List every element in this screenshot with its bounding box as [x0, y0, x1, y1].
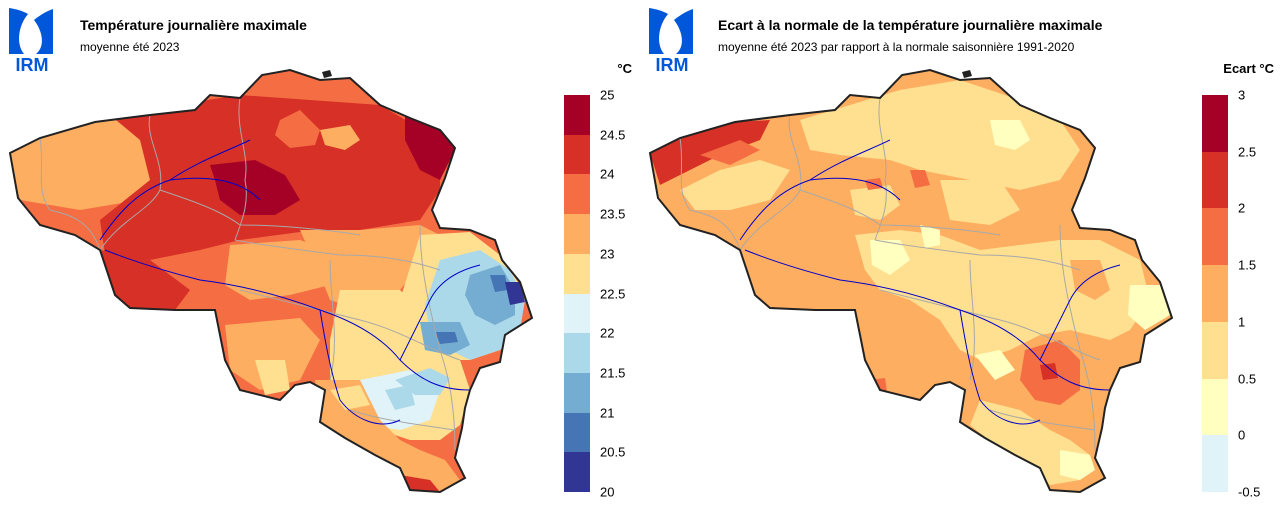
panel-temperature-anomaly: IRM Ecart à la normale de la température… — [640, 0, 1280, 507]
color-legend: 25 24.5 24 23.5 23 22.5 22 21.5 21 20.5 20 — [564, 88, 625, 500]
province-boundaries — [39, 97, 461, 451]
legend-tick-label: 23 — [600, 246, 615, 262]
legend-bin — [1202, 95, 1228, 153]
legend-tick-label: 0.5 — [1238, 371, 1257, 387]
legend-tick-label: 2.5 — [1238, 144, 1257, 160]
legend-tick-label: 24.5 — [600, 127, 626, 143]
legend-bin — [564, 214, 590, 255]
legend-tick-label: 3 — [1238, 87, 1246, 103]
map-title: Température journalière maximale — [80, 17, 307, 33]
legend-bin — [564, 174, 590, 215]
belgium-temperature-map — [8, 68, 534, 494]
legend-unit: Ecart °C — [1223, 61, 1274, 76]
color-legend: 3 2.5 2 1.5 1 0.5 0 -0.5 — [1202, 88, 1260, 500]
legend-tick-label: 20 — [600, 484, 615, 500]
legend-bin — [1202, 435, 1228, 493]
panel-temperature-max: IRM Température journalière maximale moy… — [8, 8, 632, 500]
region-north-center — [800, 80, 1080, 190]
legend-bin — [564, 452, 590, 493]
legend-tick-label: 20.5 — [600, 444, 626, 460]
province-boundaries — [679, 97, 1101, 451]
legend-tick-label: 25 — [600, 87, 615, 103]
legend-tick-label: 1 — [1238, 314, 1246, 330]
belgium-anomaly-map — [648, 68, 1174, 494]
river-network — [99, 139, 481, 425]
legend-bin — [564, 134, 590, 175]
legend-tick-label: 1.5 — [1238, 257, 1257, 273]
legend-bin — [564, 293, 590, 334]
legend-bin — [564, 412, 590, 453]
legend-tick-label: 23.5 — [600, 206, 626, 222]
irm-logo: IRM — [649, 8, 693, 72]
region-west-coast — [10, 115, 180, 210]
legend-bin — [1202, 378, 1228, 436]
legend-tick-label: 2 — [1238, 200, 1246, 216]
legend-tick-label: 21 — [600, 405, 615, 421]
irm-logo-text: IRM — [16, 55, 49, 72]
legend-bin — [1202, 151, 1228, 209]
belgium-border — [648, 68, 1174, 494]
legend-unit: °C — [617, 61, 632, 76]
legend-bin — [564, 333, 590, 374]
legend-tick-label: 22.5 — [600, 286, 626, 301]
baarle-enclave — [322, 70, 332, 78]
legend-tick-label: 21.5 — [600, 365, 626, 381]
belgium-border — [8, 68, 534, 494]
baarle-enclave — [962, 70, 972, 78]
legend-bin — [1202, 321, 1228, 380]
legend-tick-label: -0.5 — [1238, 484, 1261, 500]
legend-tick-label: 0 — [1238, 427, 1246, 443]
irm-logo-text: IRM — [656, 55, 689, 72]
legend-tick-label: 24 — [600, 166, 615, 182]
legend-bin — [564, 372, 590, 414]
legend-bin — [1202, 265, 1228, 323]
legend-bin — [1202, 208, 1228, 266]
legend-tick-label: 22 — [600, 325, 615, 341]
legend-bin — [564, 95, 590, 136]
map-subtitle: moyenne été 2023 par rapport à la normal… — [718, 40, 1075, 54]
map-title: Ecart à la normale de la température jou… — [718, 17, 1103, 33]
region-center-hotspot — [210, 160, 300, 215]
irm-logo: IRM — [9, 8, 53, 72]
map-subtitle: moyenne été 2023 — [80, 40, 180, 54]
legend-bin — [564, 253, 590, 294]
river-network — [739, 139, 1121, 425]
